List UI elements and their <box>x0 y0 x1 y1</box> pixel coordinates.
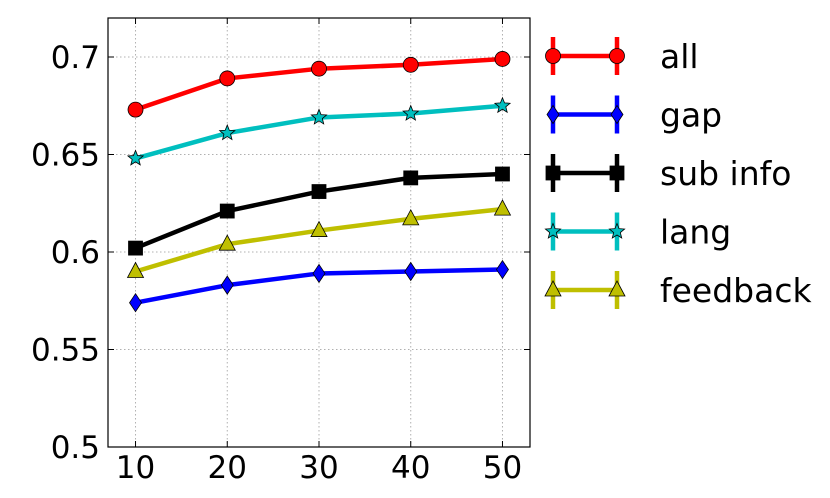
legend-marker-sub-info <box>545 165 561 181</box>
legend-marker-lang <box>608 222 626 239</box>
y-tick-label: 0.55 <box>31 333 100 369</box>
legend-marker-feedback <box>608 280 626 297</box>
x-tick-label: 50 <box>483 450 522 486</box>
legend-item-gap: gap <box>546 95 722 135</box>
data-point-sub-info <box>128 240 143 256</box>
data-point-lang <box>402 104 420 121</box>
legend-marker-sub-info <box>609 165 625 181</box>
series-sub-info <box>128 166 510 256</box>
y-tick-label: 0.5 <box>51 430 100 466</box>
series-all <box>127 51 511 118</box>
x-tick-label: 20 <box>208 450 247 486</box>
legend-marker-lang <box>544 222 562 239</box>
y-tick-label: 0.6 <box>51 235 100 271</box>
legend-marker-all <box>609 48 625 64</box>
data-point-sub-info <box>219 203 235 219</box>
data-point-lang <box>493 96 512 114</box>
data-point-feedback <box>310 220 328 237</box>
series-lang <box>126 96 512 166</box>
data-point-feedback <box>218 234 236 251</box>
data-point-sub-info <box>495 166 510 182</box>
series-gap <box>129 259 509 313</box>
legend-marker-feedback <box>544 280 562 297</box>
data-point-sub-info <box>311 184 327 199</box>
x-tick-label: 40 <box>391 450 430 486</box>
data-point-feedback <box>126 261 145 278</box>
data-point-all <box>494 51 511 67</box>
legend-item-feedback: feedback <box>544 271 812 310</box>
y-tick-label: 0.65 <box>31 138 100 174</box>
legend-label-sub-info: sub info <box>660 154 791 193</box>
series-feedback <box>126 199 512 278</box>
legend-item-lang: lang <box>544 212 731 252</box>
tick-labels: 10 20 30 40 50 0.5 0.55 0.6 0.65 0.7 <box>31 40 522 486</box>
y-tick-label: 0.7 <box>51 40 100 76</box>
data-point-gap <box>404 261 418 282</box>
legend-marker-all <box>545 48 561 64</box>
data-point-lang <box>218 123 236 141</box>
data-point-all <box>219 70 236 87</box>
legend-label-gap: gap <box>660 96 722 135</box>
legend-label-all: all <box>660 37 699 76</box>
legend-marker-gap <box>546 104 560 125</box>
legend-item-all: all <box>545 37 699 76</box>
legend-item-sub-info: sub info <box>545 154 791 193</box>
data-point-all <box>127 101 144 118</box>
data-point-gap <box>312 263 326 284</box>
data-point-lang <box>310 108 328 125</box>
data-point-feedback <box>493 199 512 216</box>
data-point-all <box>402 56 419 73</box>
data-point-sub-info <box>403 170 419 186</box>
plot-frame <box>107 17 531 448</box>
data-point-gap <box>495 259 509 280</box>
legend-label-feedback: feedback <box>660 271 812 310</box>
legend: all gap sub info lang feedback <box>544 37 812 310</box>
data-point-gap <box>220 275 234 295</box>
legend-marker-gap <box>610 104 624 125</box>
x-tick-label: 10 <box>116 450 155 486</box>
series-layer <box>126 51 512 313</box>
legend-label-lang: lang <box>660 213 731 252</box>
x-tick-label: 30 <box>299 450 338 486</box>
data-point-lang <box>126 149 145 166</box>
data-point-feedback <box>402 209 420 226</box>
data-point-all <box>311 60 327 77</box>
data-point-gap <box>129 292 143 313</box>
